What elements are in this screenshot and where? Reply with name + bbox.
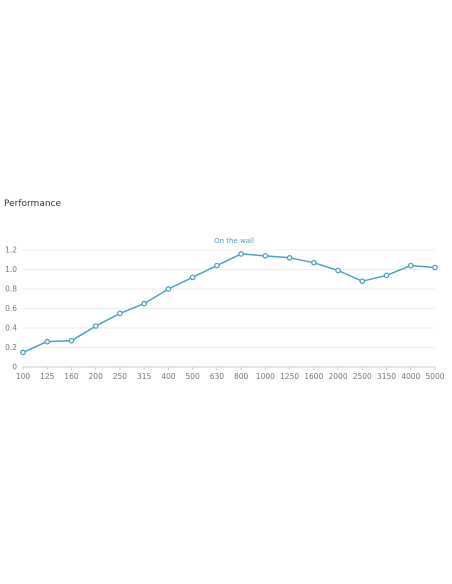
- data-point-0-2: [68, 337, 75, 344]
- data-point-0-3: [92, 323, 99, 329]
- grid: [23, 249, 435, 348]
- data-point-0-7: [189, 274, 196, 281]
- x-tick-label-4: 250: [113, 372, 128, 381]
- x-tick-label-16: 4000: [401, 372, 420, 381]
- y-tick-label-6: 1.2: [5, 246, 17, 255]
- x-tick-label-13: 2000: [329, 372, 348, 381]
- data-point-0-8: [214, 262, 220, 269]
- y-tick-label-3: 0.6: [5, 304, 17, 313]
- data-point-0-5: [141, 300, 148, 307]
- data-point-0-16: [407, 262, 414, 269]
- data-point-0-12: [310, 259, 317, 266]
- data-point-0-17: [432, 264, 438, 271]
- data-point-0-15: [383, 272, 390, 279]
- y-tick-label-2: 0.4: [5, 324, 17, 333]
- x-tick-label-12: 1600: [304, 372, 323, 381]
- x-tick-label-8: 630: [210, 372, 225, 381]
- data-point-0-0: [20, 349, 26, 356]
- x-tick-label-5: 315: [137, 372, 152, 381]
- data-point-0-10: [262, 253, 269, 259]
- x-tick-label-0: 100: [16, 372, 31, 381]
- data-point-0-9: [238, 251, 244, 257]
- x-tick-label-2: 160: [64, 372, 79, 381]
- data-point-0-11: [286, 254, 293, 261]
- x-tick-label-6: 400: [161, 372, 176, 381]
- series-label-0: On the wall: [214, 237, 254, 245]
- data-point-0-4: [117, 310, 123, 317]
- data-point-0-6: [165, 286, 172, 292]
- x-tick-label-10: 1000: [256, 372, 275, 381]
- x-tick-label-7: 500: [185, 372, 200, 381]
- x-axis-ticks: 100 125 160 200 250 315 400 500 630 800 1000 1250 16…: [16, 372, 445, 381]
- x-tick-label-11: 1250: [280, 372, 299, 381]
- axes: [22, 366, 436, 370]
- y-tick-label-1: 0.2: [5, 343, 17, 352]
- x-tick-label-14: 2500: [353, 372, 372, 381]
- x-tick-label-3: 200: [89, 372, 104, 381]
- x-tick-label-17: 5000: [425, 372, 444, 381]
- y-tick-label-0: 0: [12, 363, 17, 372]
- data-point-0-13: [335, 267, 341, 274]
- y-axis-ticks: 0 0.2 0.4 0.6 0.8 1.0 1.2: [5, 246, 17, 372]
- data-point-0-1: [44, 338, 51, 345]
- x-tick-label-9: 800: [234, 372, 249, 381]
- data-point-0-14: [359, 278, 366, 285]
- section-title: Performance: [4, 199, 62, 209]
- series-line-0: [22, 253, 436, 354]
- y-tick-label-5: 1.0: [5, 265, 17, 274]
- y-tick-label-4: 0.8: [5, 285, 17, 294]
- series-layer: On the wall: [20, 237, 438, 356]
- x-tick-label-1: 125: [40, 372, 55, 381]
- x-tick-label-15: 3150: [377, 372, 396, 381]
